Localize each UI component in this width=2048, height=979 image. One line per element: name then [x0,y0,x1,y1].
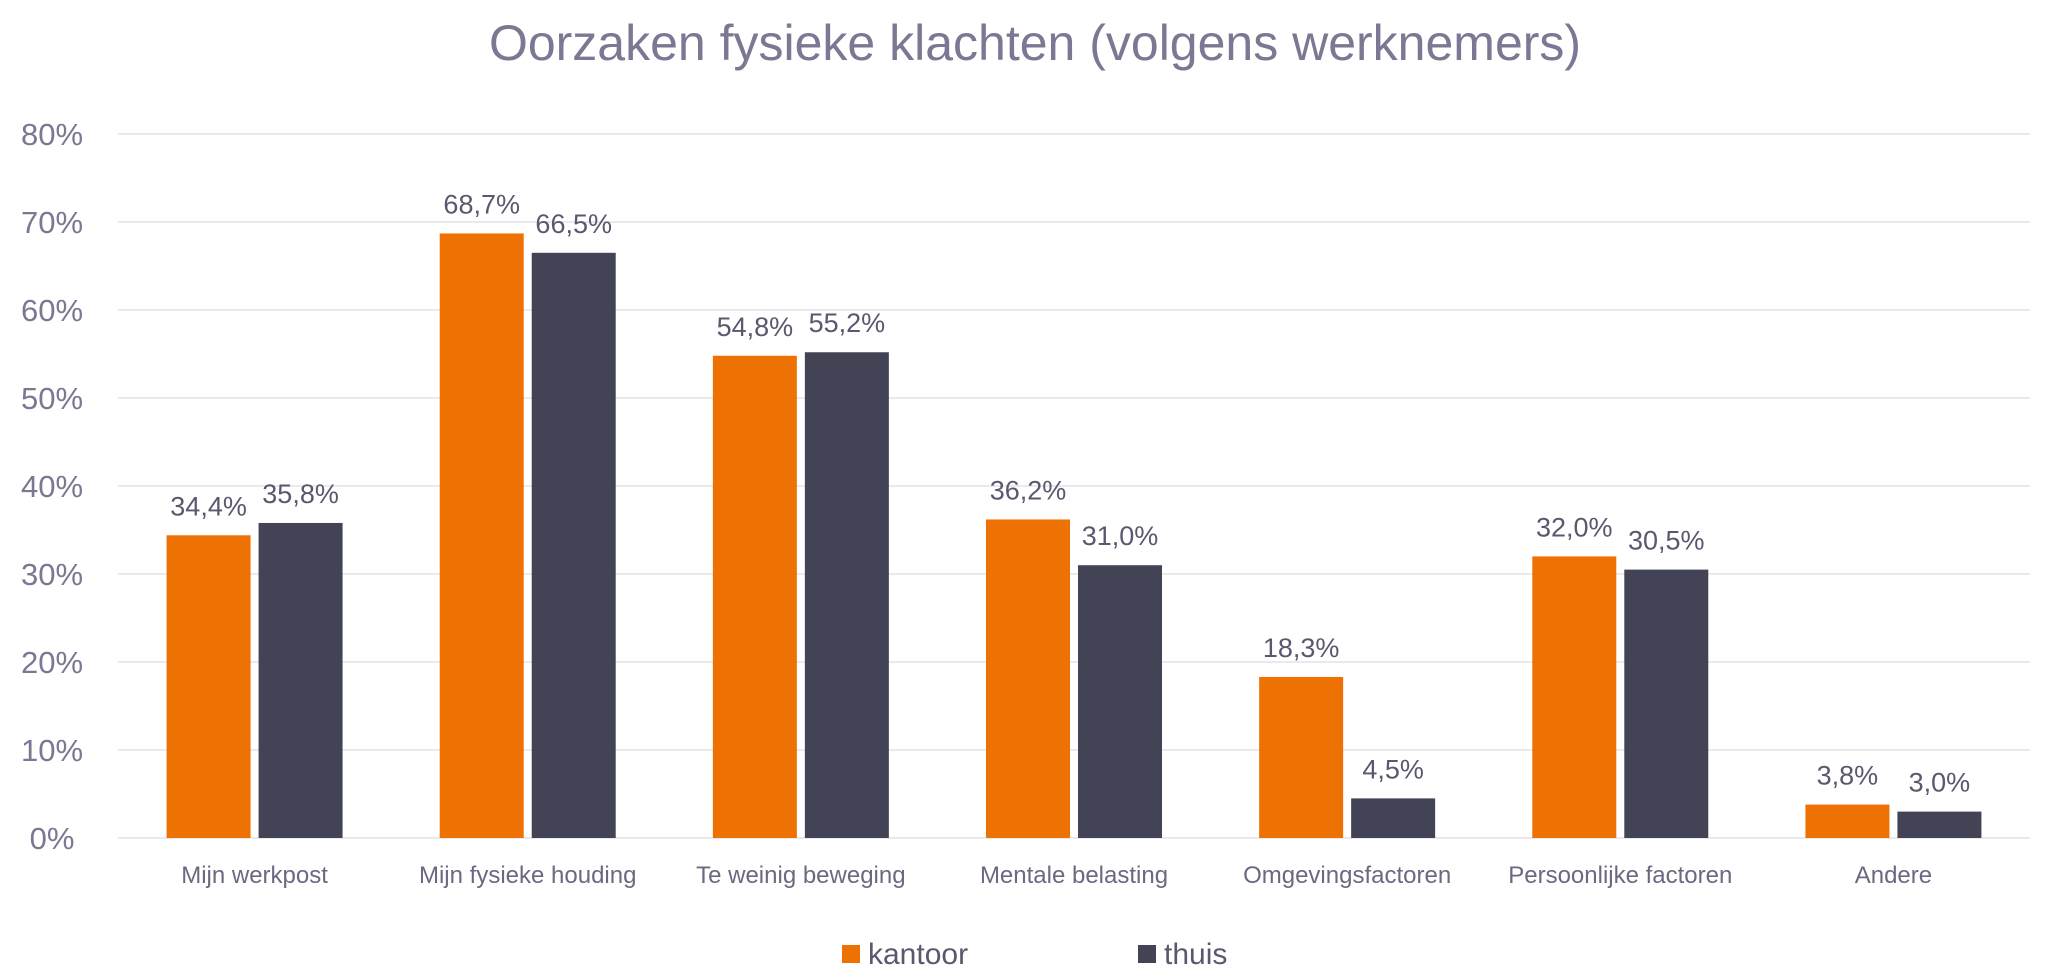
data-label: 4,5% [1362,754,1424,784]
data-label: 18,3% [1263,633,1340,663]
bar-kantoor [1805,804,1890,838]
data-label: 3,8% [1817,761,1879,791]
data-label: 66,5% [535,209,612,239]
y-tick-label: 70% [21,205,83,240]
data-label: 35,8% [262,479,339,509]
bar-kantoor [712,355,797,838]
x-tick-label: Omgevingsfactoren [1243,862,1451,889]
y-tick-label: 50% [21,381,83,416]
bar-thuis [1351,798,1436,838]
bar-thuis [1897,811,1982,838]
y-tick-label: 20% [21,645,83,680]
data-label: 32,0% [1536,512,1613,542]
chart-title: Oorzaken fysieke klachten (volgens werkn… [489,15,1581,71]
x-tick-label: Te weinig beweging [696,862,905,889]
data-label: 68,7% [443,189,520,219]
data-label: 31,0% [1082,521,1159,551]
bar-thuis [804,352,889,838]
x-axis-ticks: Mijn werkpost Mijn fysieke houding Te wein… [181,862,1932,889]
x-tick-label: Mentale belasting [980,862,1168,889]
legend-label-thuis: thuis [1164,938,1227,971]
bar-kantoor [439,233,524,838]
bars [166,233,1982,839]
bar-kantoor [1532,556,1617,838]
x-tick-label: Persoonlijke factoren [1508,862,1732,889]
bar-kantoor [986,519,1070,838]
x-tick-label: Mijn fysieke houding [419,862,636,889]
y-axis-ticks: 0% 10% 20% 30% 40% 50% 60% 70% 80% [21,117,83,856]
bar-thuis [531,252,616,839]
bar-thuis [258,522,343,838]
legend: kantoor thuis [842,938,1227,971]
y-tick-label: 60% [21,293,83,328]
data-label: 36,2% [990,475,1067,505]
bar-kantoor [166,535,251,838]
bar-kantoor [1259,676,1344,838]
data-label: 54,8% [717,312,794,342]
x-tick-label: Andere [1855,862,1932,889]
legend-swatch-thuis [1138,945,1156,963]
x-tick-label: Mijn werkpost [181,862,328,889]
bar-thuis [1624,569,1709,838]
data-label: 55,2% [809,308,886,338]
bar-thuis [1078,565,1162,838]
data-label: 34,4% [170,491,247,521]
data-label: 3,0% [1909,768,1971,798]
legend-swatch-kantoor [842,945,860,963]
y-tick-label: 30% [21,557,83,592]
y-tick-label: 10% [21,733,83,768]
y-tick-label: 0% [30,821,75,856]
y-tick-label: 80% [21,117,83,152]
data-label: 30,5% [1628,526,1705,556]
data-labels: 34,4% 35,8% 68,7% 66,5% 54,8% 55,2% 36,2% 31,0%… [170,189,1970,797]
y-tick-label: 40% [21,469,83,504]
gridlines [118,133,2030,839]
legend-label-kantoor: kantoor [868,938,968,971]
